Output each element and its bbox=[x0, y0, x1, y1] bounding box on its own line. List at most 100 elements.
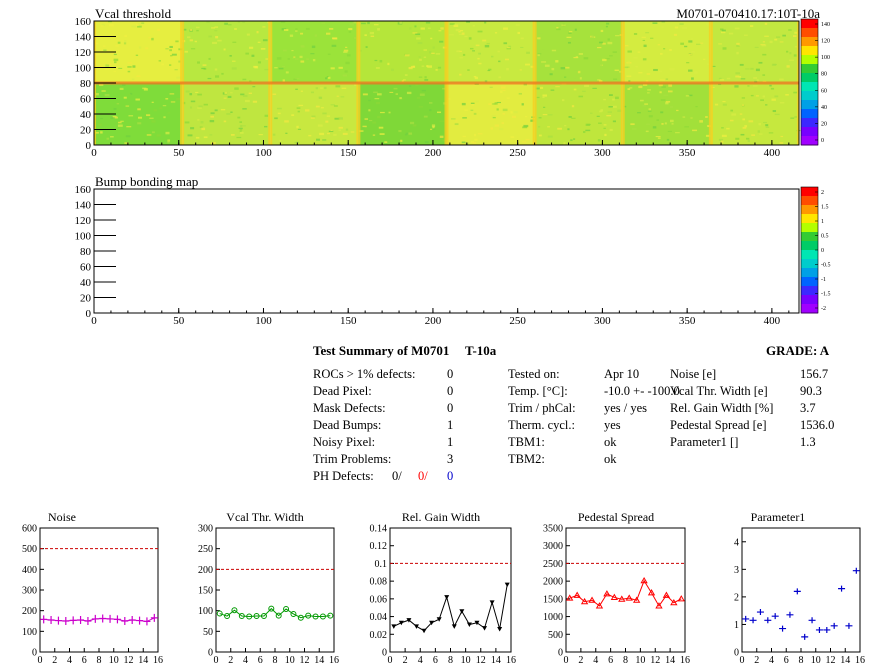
pixel-speck bbox=[320, 107, 324, 109]
y-tick-label: 250 bbox=[198, 544, 213, 555]
pixel-speck bbox=[211, 27, 216, 29]
pixel-speck bbox=[421, 89, 426, 92]
pixel-speck bbox=[722, 100, 726, 103]
pixel-speck bbox=[190, 48, 196, 50]
pixel-speck bbox=[312, 58, 316, 62]
x-tick-label: 8 bbox=[623, 655, 628, 666]
data-point bbox=[40, 615, 48, 624]
pixel-speck bbox=[549, 73, 553, 76]
pixel-speck bbox=[658, 84, 663, 87]
pixel-speck bbox=[762, 80, 767, 83]
pixel-speck bbox=[780, 135, 784, 138]
pixel-speck bbox=[325, 32, 331, 35]
chip-edge bbox=[180, 21, 183, 83]
palette-cell bbox=[801, 295, 818, 305]
pixel-speck bbox=[195, 26, 200, 29]
chip-area bbox=[182, 21, 271, 83]
pixel-speck bbox=[762, 53, 767, 56]
pixel-speck bbox=[282, 66, 286, 68]
pixel-speck bbox=[774, 113, 780, 116]
pixel-speck bbox=[163, 116, 166, 119]
pixel-speck bbox=[748, 120, 754, 123]
pixel-speck bbox=[747, 85, 750, 87]
palette-label: 60 bbox=[821, 88, 827, 94]
pixel-speck bbox=[387, 62, 390, 66]
pixel-speck bbox=[502, 89, 506, 92]
pixel-speck bbox=[237, 21, 240, 23]
plot-frame bbox=[741, 527, 861, 653]
plot-frame bbox=[215, 527, 335, 653]
chip-edge bbox=[446, 21, 449, 83]
pixel-speck bbox=[124, 40, 127, 43]
pixel-speck bbox=[239, 121, 243, 123]
data-point bbox=[216, 610, 223, 617]
pixel-speck bbox=[691, 77, 694, 80]
pixel-speck bbox=[405, 132, 409, 135]
pixel-speck bbox=[203, 103, 208, 106]
data-point bbox=[497, 626, 503, 632]
pixel-speck bbox=[770, 87, 775, 90]
pixel-speck bbox=[214, 109, 218, 112]
pixel-speck bbox=[608, 106, 614, 108]
pixel-speck bbox=[353, 36, 357, 40]
pixel-speck bbox=[295, 78, 300, 80]
pixel-speck bbox=[776, 36, 781, 39]
pixel-speck bbox=[240, 131, 244, 134]
chip-edge bbox=[358, 83, 361, 145]
pixel-speck bbox=[352, 21, 356, 24]
pixel-speck bbox=[609, 128, 613, 132]
pixel-speck bbox=[123, 96, 127, 99]
y-tick-label: 80 bbox=[80, 246, 92, 258]
pixel-speck bbox=[612, 120, 616, 123]
y-tick-label: 140 bbox=[75, 32, 92, 44]
pixel-speck bbox=[510, 111, 515, 114]
pixel-speck bbox=[630, 123, 635, 126]
pixel-speck bbox=[197, 107, 202, 109]
pixel-speck bbox=[617, 109, 622, 112]
pixel-speck bbox=[212, 41, 218, 45]
pixel-speck bbox=[551, 49, 557, 52]
pixel-speck bbox=[600, 29, 604, 33]
data-point bbox=[113, 615, 121, 624]
pixel-speck bbox=[167, 141, 170, 144]
pixel-speck bbox=[686, 62, 690, 64]
pixel-speck bbox=[348, 28, 353, 31]
pixel-speck bbox=[688, 69, 693, 72]
pixel-speck bbox=[104, 68, 110, 70]
pixel-speck bbox=[388, 111, 391, 114]
pixel-speck bbox=[536, 96, 540, 99]
pixel-speck bbox=[486, 42, 490, 45]
pixel-speck bbox=[535, 87, 540, 90]
data-point bbox=[830, 622, 838, 629]
data-point bbox=[406, 618, 412, 623]
pixel-speck bbox=[738, 76, 742, 78]
pixel-speck bbox=[398, 130, 402, 133]
palette-cell bbox=[801, 205, 818, 215]
data-point bbox=[670, 598, 678, 606]
y-tick-label: 50 bbox=[203, 627, 213, 638]
pixel-speck bbox=[350, 131, 355, 133]
y-tick-label: 60 bbox=[80, 94, 92, 106]
pixel-speck bbox=[447, 98, 451, 100]
pixel-speck bbox=[609, 55, 613, 57]
pixel-speck bbox=[103, 49, 107, 51]
pixel-speck bbox=[694, 71, 698, 74]
pixel-speck bbox=[792, 35, 797, 37]
pixel-speck bbox=[419, 58, 422, 61]
x-tick-label: 10 bbox=[461, 655, 471, 666]
pixel-speck bbox=[331, 44, 337, 47]
series-line bbox=[569, 579, 682, 607]
pixel-speck bbox=[659, 91, 662, 94]
data-point bbox=[253, 613, 260, 620]
x-tick-label: 300 bbox=[594, 147, 611, 159]
pixel-speck bbox=[417, 42, 423, 45]
pixel-speck bbox=[327, 76, 331, 79]
pixel-speck bbox=[315, 105, 320, 108]
pixel-speck bbox=[169, 64, 172, 66]
y-tick-label: 500 bbox=[22, 544, 37, 555]
y-tick-label: 150 bbox=[198, 586, 213, 597]
pixel-speck bbox=[699, 120, 703, 123]
pixel-speck bbox=[521, 103, 524, 106]
pixel-speck bbox=[639, 99, 644, 102]
pixel-speck bbox=[793, 91, 798, 94]
